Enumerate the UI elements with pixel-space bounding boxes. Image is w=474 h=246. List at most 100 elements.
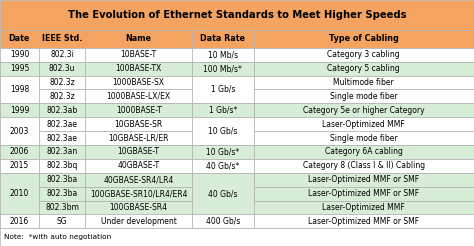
Bar: [85, 173, 192, 187]
Text: 40GBASE-SR4/LR4: 40GBASE-SR4/LR4: [103, 175, 174, 184]
Bar: [0, 48, 474, 62]
Bar: [85, 30, 192, 48]
Bar: [39, 117, 85, 131]
Bar: [254, 103, 474, 117]
Text: 40GBASE-T: 40GBASE-T: [118, 161, 160, 170]
Bar: [85, 89, 192, 103]
Text: Note:  *with auto negotiation: Note: *with auto negotiation: [4, 234, 111, 240]
Text: Laser-Optimized MMF or SMF: Laser-Optimized MMF or SMF: [308, 217, 419, 226]
Bar: [192, 30, 254, 48]
Text: 2016: 2016: [10, 217, 29, 226]
Bar: [254, 131, 474, 145]
Text: Single mode fiber: Single mode fiber: [330, 92, 398, 101]
Bar: [0, 173, 474, 187]
Text: 10 Gb/s: 10 Gb/s: [208, 126, 237, 136]
Bar: [0, 117, 39, 145]
Bar: [192, 103, 254, 117]
Text: Date: Date: [9, 34, 30, 43]
Bar: [0, 30, 39, 48]
Bar: [85, 145, 192, 159]
Bar: [254, 48, 474, 62]
Bar: [39, 173, 85, 187]
Bar: [0, 187, 474, 200]
Bar: [192, 159, 254, 173]
Bar: [0, 131, 474, 145]
Bar: [85, 187, 192, 200]
Text: 1995: 1995: [10, 64, 29, 73]
Bar: [192, 117, 254, 145]
Bar: [39, 131, 85, 145]
Text: 1000BASE-T: 1000BASE-T: [116, 106, 162, 115]
Text: SG: SG: [57, 217, 67, 226]
Bar: [254, 30, 474, 48]
Bar: [0, 159, 474, 173]
Bar: [39, 215, 85, 228]
Bar: [85, 159, 192, 173]
Text: Category 8 (Class I & II) Cabling: Category 8 (Class I & II) Cabling: [303, 161, 425, 170]
Bar: [0, 173, 39, 215]
Text: Category 6A cabling: Category 6A cabling: [325, 147, 403, 156]
Bar: [0, 159, 39, 173]
Text: 2015: 2015: [10, 161, 29, 170]
Bar: [254, 200, 474, 215]
Text: 1998: 1998: [10, 85, 29, 94]
Text: 2010: 2010: [10, 189, 29, 198]
Bar: [85, 48, 192, 62]
Text: Name: Name: [126, 34, 152, 43]
Text: 802.3ae: 802.3ae: [46, 134, 78, 142]
Bar: [254, 62, 474, 76]
Text: 1000BASE-SX: 1000BASE-SX: [113, 78, 164, 87]
Bar: [85, 76, 192, 89]
Bar: [85, 62, 192, 76]
Text: 802.3an: 802.3an: [46, 147, 78, 156]
Bar: [0, 62, 39, 76]
Text: Laser-Optimized MMF or SMF: Laser-Optimized MMF or SMF: [308, 175, 419, 184]
Bar: [0, 76, 474, 89]
Text: Laser-Optimized MMF or SMF: Laser-Optimized MMF or SMF: [308, 189, 419, 198]
Bar: [192, 173, 254, 215]
Text: 802.3bq: 802.3bq: [46, 161, 78, 170]
Text: 1990: 1990: [10, 50, 29, 59]
Text: Laser-Optimized MMF: Laser-Optimized MMF: [322, 203, 405, 212]
Bar: [0, 0, 474, 30]
Bar: [39, 159, 85, 173]
Text: 100BASE-TX: 100BASE-TX: [116, 64, 162, 73]
Bar: [39, 187, 85, 200]
Bar: [0, 117, 474, 131]
Bar: [39, 76, 85, 89]
Text: Category 5e or higher Category: Category 5e or higher Category: [303, 106, 425, 115]
Bar: [0, 215, 474, 228]
Bar: [0, 145, 39, 159]
Text: Multimode fiber: Multimode fiber: [333, 78, 394, 87]
Bar: [192, 48, 254, 62]
Bar: [192, 76, 254, 103]
Bar: [192, 145, 254, 159]
Text: Under development: Under development: [100, 217, 177, 226]
Bar: [0, 103, 39, 117]
Bar: [39, 30, 85, 48]
Bar: [254, 215, 474, 228]
Text: Category 5 cabling: Category 5 cabling: [328, 64, 400, 73]
Bar: [254, 159, 474, 173]
Text: 802.3z: 802.3z: [49, 78, 75, 87]
Text: Type of Cabling: Type of Cabling: [329, 34, 399, 43]
Text: 10BASE-T: 10BASE-T: [120, 50, 157, 59]
Text: 1999: 1999: [10, 106, 29, 115]
Text: 802.3u: 802.3u: [49, 64, 75, 73]
Text: Laser-Optimized MMF: Laser-Optimized MMF: [322, 120, 405, 129]
Text: 802.3ba: 802.3ba: [46, 175, 78, 184]
Text: 400 Gb/s: 400 Gb/s: [206, 217, 240, 226]
Text: 802.3i: 802.3i: [50, 50, 74, 59]
Bar: [85, 215, 192, 228]
Bar: [0, 215, 39, 228]
Bar: [39, 145, 85, 159]
Text: 802.3z: 802.3z: [49, 92, 75, 101]
Text: 10 Mb/s: 10 Mb/s: [208, 50, 238, 59]
Bar: [254, 145, 474, 159]
Bar: [0, 48, 39, 62]
Text: 10GBASE-SR: 10GBASE-SR: [115, 120, 163, 129]
Bar: [85, 103, 192, 117]
Bar: [39, 89, 85, 103]
Text: 802.3bm: 802.3bm: [45, 203, 79, 212]
Text: Category 3 cabling: Category 3 cabling: [328, 50, 400, 59]
